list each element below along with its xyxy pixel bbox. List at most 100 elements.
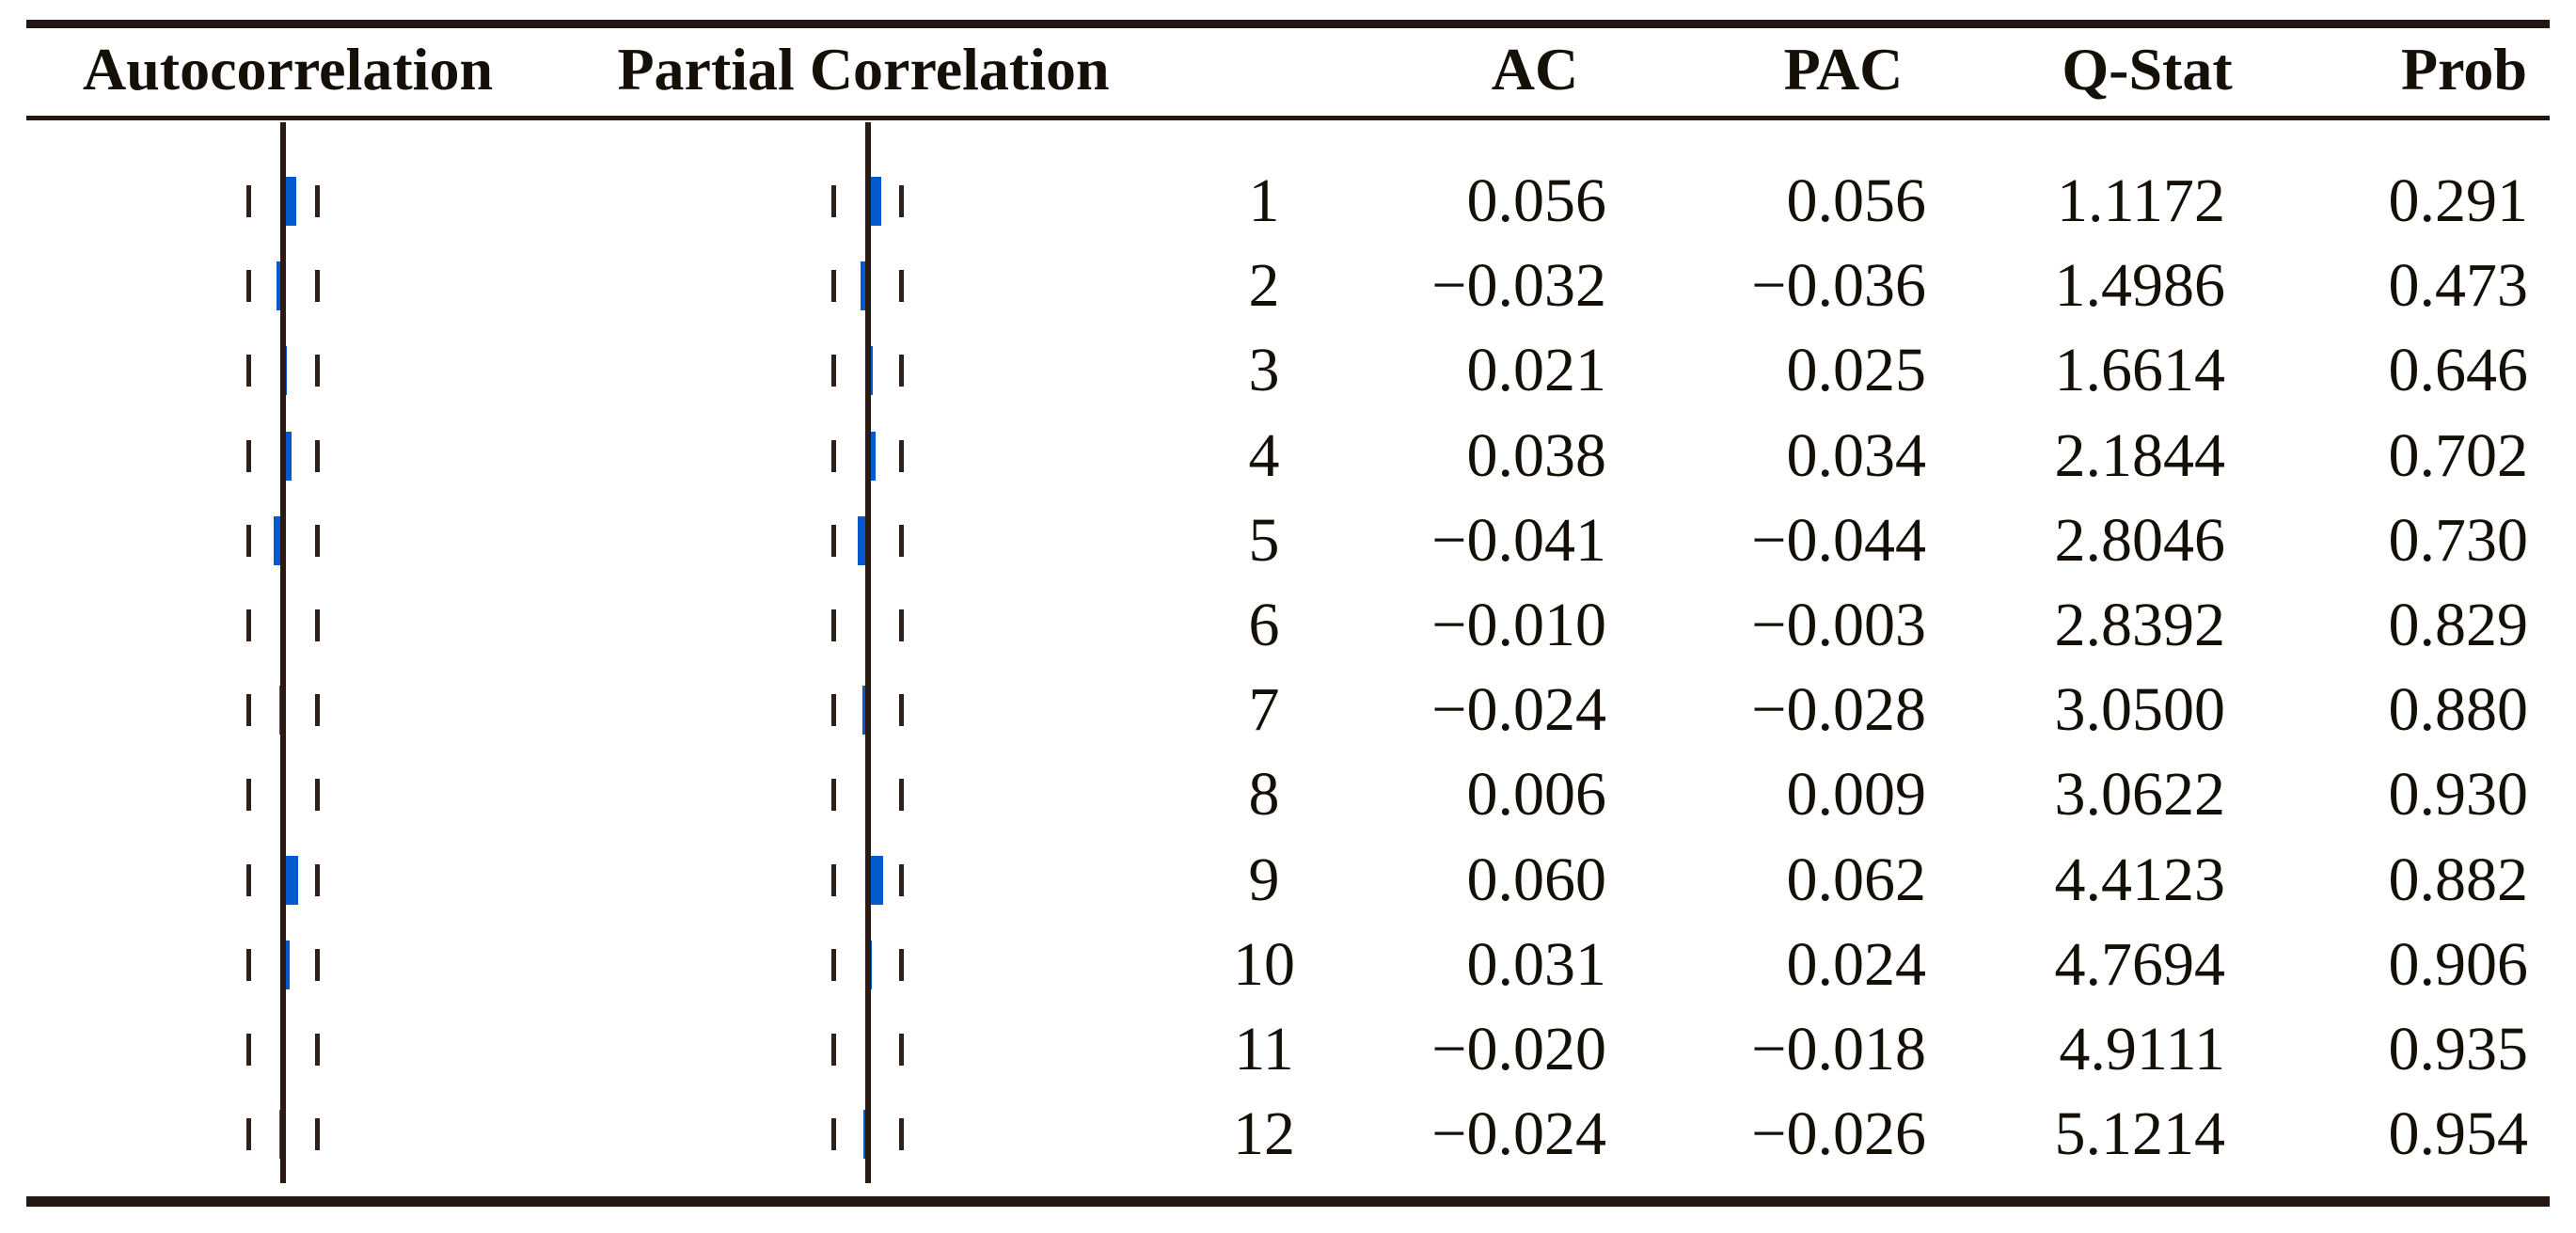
pac-value: 0.009 xyxy=(1786,760,1927,830)
pac-confidence-dash-right xyxy=(899,439,904,472)
ac-confidence-dash-right xyxy=(315,863,320,896)
pac-confidence-dash-right xyxy=(899,270,904,303)
q-stat-value: 4.4123 xyxy=(2054,845,2226,914)
lag-value: 7 xyxy=(1248,675,1280,745)
pac-value: −0.003 xyxy=(1751,591,1926,659)
pac-confidence-dash-left xyxy=(831,270,836,303)
ac-value: −0.024 xyxy=(1431,1099,1606,1169)
ac-confidence-dash-right xyxy=(315,439,320,472)
pac-confidence-dash-right xyxy=(899,355,904,387)
ac-value: 0.038 xyxy=(1466,420,1607,490)
lag-value: 8 xyxy=(1248,760,1280,830)
q-stat-value: 1.4986 xyxy=(2054,251,2226,321)
pac-value: 0.062 xyxy=(1786,845,1927,914)
pac-confidence-dash-right xyxy=(899,948,904,981)
lag-value: 2 xyxy=(1248,251,1280,321)
ac-confidence-dash-right xyxy=(315,948,320,981)
pac-confidence-dash-left xyxy=(831,609,836,641)
table-row: 11 −0.020 −0.018 4.9111 0.935 xyxy=(0,1007,2576,1092)
pac-confidence-dash-right xyxy=(899,863,904,896)
pac-confidence-dash-right xyxy=(899,694,904,727)
ac-value: −0.020 xyxy=(1431,1015,1606,1083)
q-stat-value: 4.7694 xyxy=(2054,929,2226,999)
table-row: 4 0.038 0.034 2.1844 0.702 xyxy=(0,414,2576,498)
pac-confidence-dash-right xyxy=(899,779,904,812)
lag-value: 10 xyxy=(1233,929,1295,999)
pac-confidence-dash-left xyxy=(831,355,836,387)
pac-value: 0.024 xyxy=(1786,929,1927,999)
ac-value: 0.060 xyxy=(1466,845,1607,914)
table-bottom-border xyxy=(26,1196,2550,1207)
ac-value: −0.024 xyxy=(1431,675,1606,745)
q-stat-value: 3.0500 xyxy=(2054,675,2226,745)
header-prob: Prob xyxy=(2401,36,2527,103)
ac-confidence-dash-left xyxy=(246,609,251,641)
prob-value: 0.954 xyxy=(2388,1099,2529,1169)
table-row: 8 0.006 0.009 3.0622 0.930 xyxy=(0,752,2576,837)
ac-confidence-dash-left xyxy=(246,694,251,727)
prob-value: 0.829 xyxy=(2388,591,2529,659)
pac-confidence-dash-left xyxy=(831,524,836,557)
prob-value: 0.473 xyxy=(2388,251,2529,321)
ac-confidence-dash-right xyxy=(315,694,320,727)
ac-confidence-dash-left xyxy=(246,779,251,812)
q-stat-value: 4.9111 xyxy=(2059,1015,2225,1083)
ac-confidence-dash-right xyxy=(315,355,320,387)
pac-value: −0.036 xyxy=(1751,251,1926,321)
pac-confidence-dash-left xyxy=(831,863,836,896)
lag-value: 6 xyxy=(1248,591,1280,659)
ac-value: 0.006 xyxy=(1466,760,1607,830)
ac-value: 0.056 xyxy=(1466,166,1607,235)
table-row: 2 −0.032 −0.036 1.4986 0.473 xyxy=(0,244,2576,328)
lag-value: 5 xyxy=(1248,505,1280,575)
pac-confidence-dash-left xyxy=(831,948,836,981)
pac-confidence-dash-right xyxy=(899,1118,904,1151)
prob-value: 0.930 xyxy=(2388,760,2529,830)
table-row: 12 −0.024 −0.026 5.1214 0.954 xyxy=(0,1092,2576,1177)
pac-confidence-dash-left xyxy=(831,1034,836,1066)
ac-confidence-dash-left xyxy=(246,185,251,217)
q-stat-value: 5.1214 xyxy=(2054,1099,2226,1169)
lag-value: 3 xyxy=(1248,336,1280,405)
pac-confidence-dash-left xyxy=(831,694,836,727)
prob-value: 0.702 xyxy=(2388,420,2529,490)
lag-value: 9 xyxy=(1248,845,1280,914)
pac-value: −0.018 xyxy=(1751,1015,1926,1083)
pac-confidence-dash-left xyxy=(831,779,836,812)
table-top-border xyxy=(26,20,2550,28)
ac-confidence-dash-left xyxy=(246,355,251,387)
ac-confidence-dash-left xyxy=(246,524,251,557)
ac-confidence-dash-right xyxy=(315,1118,320,1151)
pac-value: −0.026 xyxy=(1751,1099,1926,1169)
header-autocorrelation: Autocorrelation xyxy=(82,36,494,103)
ac-value: −0.010 xyxy=(1431,591,1606,659)
ac-confidence-dash-left xyxy=(246,270,251,303)
pac-zero-axis xyxy=(865,122,871,1183)
header-ac: AC xyxy=(1491,36,1579,103)
pac-value: −0.044 xyxy=(1751,505,1926,575)
pac-confidence-dash-left xyxy=(831,439,836,472)
table-row: 9 0.060 0.062 4.4123 0.882 xyxy=(0,838,2576,923)
pac-value: 0.025 xyxy=(1786,336,1927,405)
pac-confidence-dash-left xyxy=(831,1118,836,1151)
prob-value: 0.906 xyxy=(2388,929,2529,999)
ac-value: 0.031 xyxy=(1466,929,1607,999)
ac-confidence-dash-right xyxy=(315,185,320,217)
pac-confidence-dash-right xyxy=(899,185,904,217)
pac-value: −0.028 xyxy=(1751,675,1926,745)
q-stat-value: 2.8392 xyxy=(2054,591,2226,659)
pac-confidence-dash-right xyxy=(899,1034,904,1066)
q-stat-value: 2.8046 xyxy=(2054,505,2226,575)
lag-value: 4 xyxy=(1248,420,1280,490)
pac-value: 0.056 xyxy=(1786,166,1927,235)
ac-confidence-dash-left xyxy=(246,863,251,896)
ac-value: 0.021 xyxy=(1466,336,1607,405)
pac-value: 0.034 xyxy=(1786,420,1927,490)
table-row: 5 −0.041 −0.044 2.8046 0.730 xyxy=(0,498,2576,583)
lag-value: 1 xyxy=(1248,166,1280,235)
prob-value: 0.935 xyxy=(2388,1015,2529,1083)
header-q-stat: Q-Stat xyxy=(2062,36,2233,103)
q-stat-value: 3.0622 xyxy=(2054,760,2226,830)
table-row: 7 −0.024 −0.028 3.0500 0.880 xyxy=(0,668,2576,752)
